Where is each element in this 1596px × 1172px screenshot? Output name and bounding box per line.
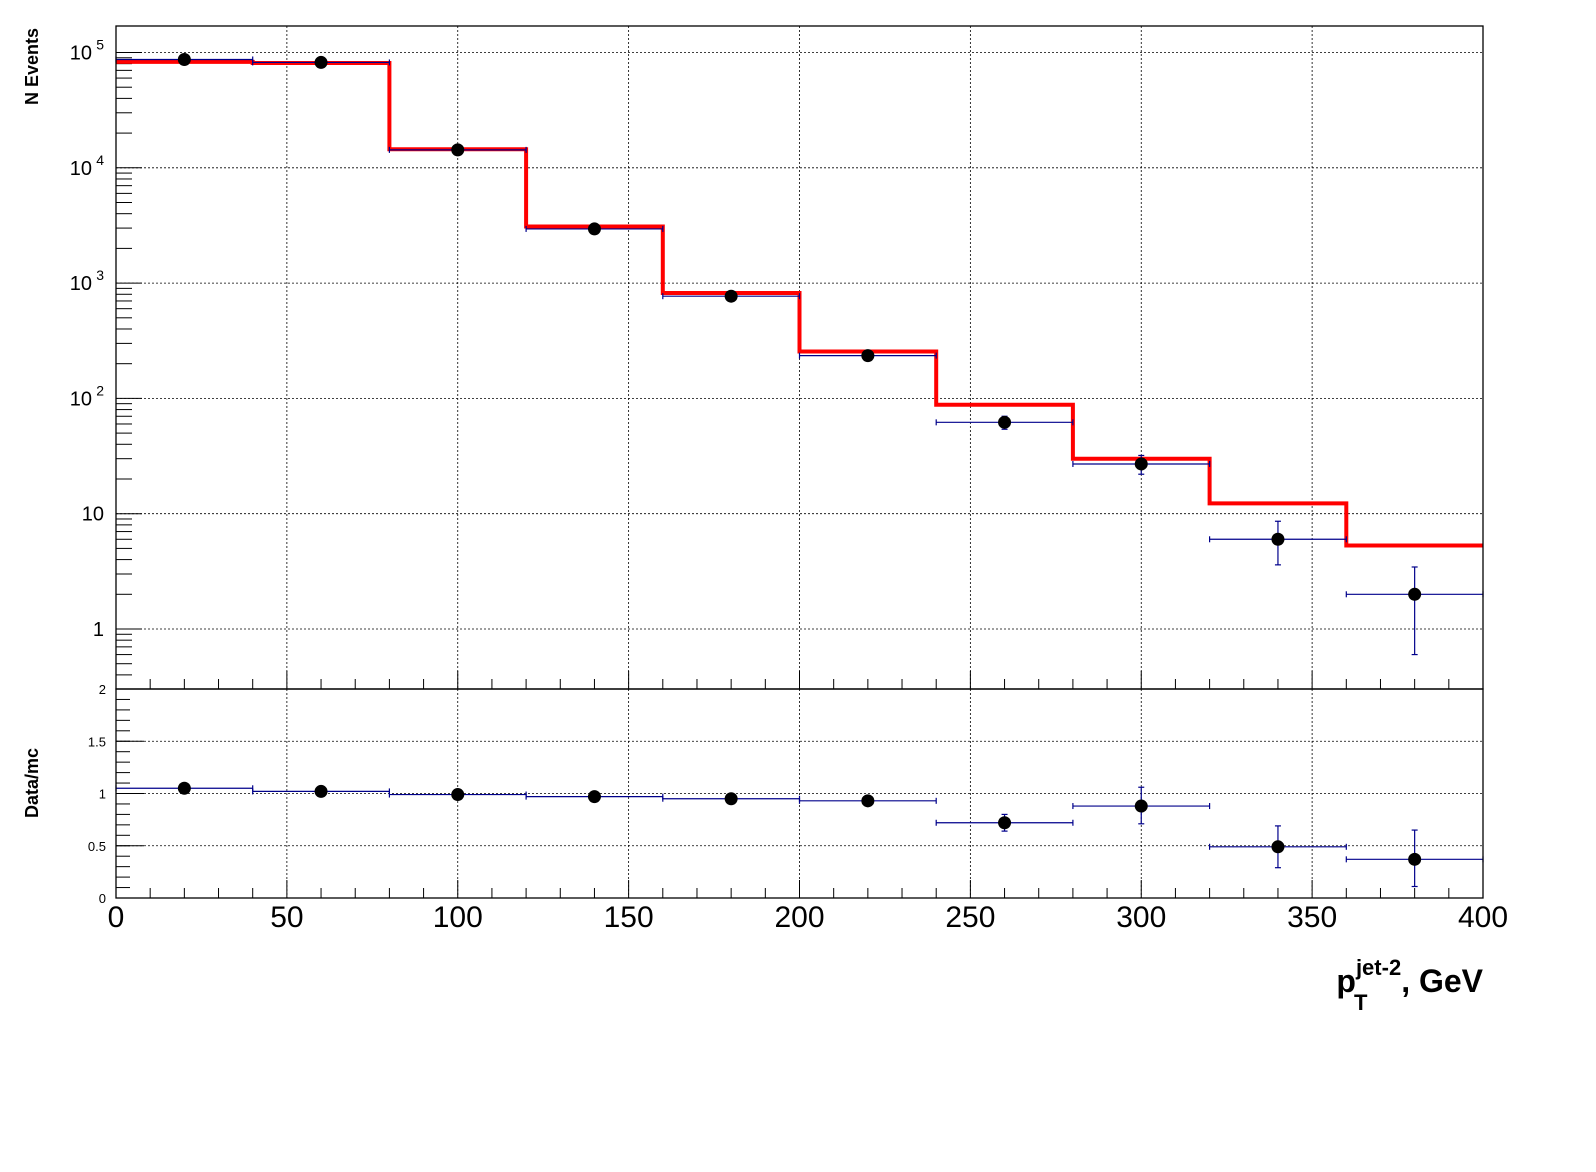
x-tick-labels: 0 50 100 150 200 250 300 350 400 [108, 901, 1508, 934]
x-tick-label: 400 [1458, 901, 1508, 934]
main-y-tick-label: 10 [82, 504, 104, 526]
x-axis-title: pjet-2, GeV [1336, 955, 1483, 999]
tick-label-base: 10 [70, 43, 92, 65]
ratio-point-marker [998, 816, 1012, 830]
ratio-point [662, 792, 801, 806]
mc-histogram [116, 59, 1483, 548]
x-axis-title-base: p [1336, 963, 1356, 999]
ratio-y-tick-label: 0.5 [88, 839, 106, 854]
data-point-marker [587, 222, 601, 236]
ratio-point-marker [724, 792, 738, 806]
main-y-tick-exponent: 2 [96, 382, 104, 398]
ratio-point-marker [1134, 799, 1148, 813]
data-point-marker [451, 143, 465, 157]
main-y-tick-label: 10 [70, 158, 92, 180]
ratio-y-axis-title: Data/mc [22, 748, 42, 818]
main-y-tick-exponent: 5 [96, 37, 104, 53]
x-tick-label: 150 [604, 901, 654, 934]
data-point [1345, 566, 1484, 656]
ratio-plot-frame [115, 688, 1484, 899]
main-y-tick-label: 1 [93, 619, 104, 641]
data-point [388, 143, 527, 157]
data-points [115, 52, 1484, 656]
ratio-point [1345, 829, 1484, 888]
ratio-y-tick-label: 1 [99, 787, 106, 802]
x-axis: 0 50 100 150 200 250 300 350 400 pjet-2, GeV T [108, 901, 1508, 1015]
x-axis-title-superscript: jet-2 [1355, 955, 1401, 980]
ratio-point [1072, 786, 1211, 825]
ratio-y-tick-label: 2 [99, 682, 106, 697]
ratio-point-marker [451, 788, 465, 802]
data-point [1208, 520, 1347, 566]
tick-label-base: 10 [70, 273, 92, 295]
ratio-point [252, 784, 390, 798]
ratio-point [388, 788, 527, 802]
x-axis-title-subscript: T [1354, 990, 1368, 1015]
ratio-point [935, 813, 1074, 832]
x-axis-title-tail: , GeV [1401, 963, 1483, 999]
ratio-point [525, 790, 664, 804]
data-point [115, 52, 254, 66]
data-point [1072, 454, 1211, 475]
y-axis-title: N Events [22, 28, 42, 105]
data-point-marker [861, 349, 875, 363]
ratio-point [1208, 825, 1347, 869]
ratio-points [115, 781, 1484, 888]
ratio-point [115, 781, 254, 795]
data-point-marker [724, 289, 738, 303]
x-tick-label: 350 [1287, 901, 1337, 934]
ratio-point-marker [1271, 840, 1285, 854]
x-tick-label: 0 [108, 901, 125, 934]
x-tick-label: 50 [270, 901, 303, 934]
ratio-point-marker [861, 794, 875, 808]
data-point-marker [998, 415, 1012, 429]
data-point-marker [1408, 587, 1422, 601]
data-point [252, 55, 390, 69]
data-point-marker [1134, 457, 1148, 471]
ratio-point-marker [1408, 852, 1422, 866]
x-tick-label: 250 [945, 901, 995, 934]
ratio-point-marker [587, 790, 601, 804]
ratio-plot-panel: 0 0.5 1 1.5 2 Data/mc [22, 682, 1484, 906]
data-point [935, 415, 1074, 430]
ratio-minor-ticks [115, 688, 1484, 899]
tick-label-base: 10 [70, 158, 92, 180]
main-y-tick-label: 10 [70, 43, 92, 65]
data-point [525, 222, 664, 236]
ratio-point [798, 794, 937, 808]
ratio-y-tick-labels: 0 0.5 1 1.5 2 [88, 682, 106, 906]
x-tick-label: 100 [433, 901, 483, 934]
ratio-y-tick-label: 1.5 [88, 734, 106, 749]
data-point [798, 349, 937, 363]
x-tick-label: 200 [774, 901, 824, 934]
ratio-y-tick-label: 0 [99, 891, 106, 906]
main-y-tick-label: 10 [70, 273, 92, 295]
main-y-tick-exponent: 4 [96, 152, 104, 168]
data-point-marker [1271, 532, 1285, 546]
tick-label-base: 10 [70, 388, 92, 410]
main-y-tick-label: 10 [70, 388, 92, 410]
mc-histogram-line [116, 59, 1483, 548]
ratio-point-marker [177, 781, 191, 795]
data-point-marker [177, 52, 191, 66]
ratio-point-marker [314, 784, 328, 798]
x-tick-label: 300 [1116, 901, 1166, 934]
main-grid [116, 26, 1483, 689]
data-point-marker [314, 55, 328, 69]
main-y-tick-exponent: 3 [96, 267, 104, 283]
data-point [662, 289, 801, 303]
